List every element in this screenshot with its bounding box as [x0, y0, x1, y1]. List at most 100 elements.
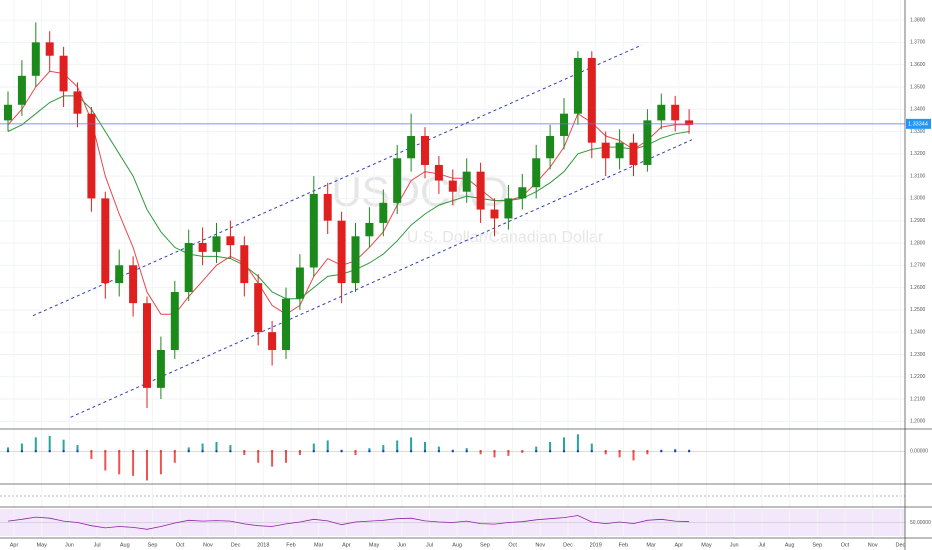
histogram-bar — [229, 445, 232, 452]
histogram-bar — [312, 443, 315, 452]
last-price-tag — [906, 118, 931, 129]
candle-body — [198, 242, 207, 252]
histogram-dot — [535, 450, 538, 453]
histogram-dot — [229, 450, 232, 453]
histogram-dot — [284, 450, 288, 453]
histogram-dot — [507, 450, 510, 453]
histogram-bar — [215, 442, 218, 452]
indicator-tick-label: 50.00000 — [910, 520, 931, 526]
x-tick-label: Jul — [426, 542, 433, 548]
y-tick-label: 1.3800 — [910, 17, 926, 23]
y-tick-label: 1.3500 — [910, 84, 926, 90]
candle-body — [323, 193, 332, 221]
candle-body — [407, 135, 416, 159]
x-tick-label: Oct — [176, 542, 185, 548]
candle-body — [587, 57, 596, 143]
histogram-bar — [465, 448, 468, 452]
x-tick-label: Feb — [286, 542, 295, 548]
histogram-bar — [646, 451, 649, 455]
candle-body — [240, 245, 249, 284]
histogram-bar — [604, 451, 607, 455]
x-tick-label: Oct — [508, 542, 517, 548]
candle-body — [295, 267, 304, 299]
histogram-dot — [243, 450, 246, 453]
histogram-bar — [576, 434, 579, 452]
x-tick-label: Jun — [730, 542, 739, 548]
histogram-bar — [173, 451, 176, 463]
histogram-dot — [215, 450, 218, 453]
histogram-dot — [660, 450, 663, 453]
histogram-dot — [604, 450, 607, 453]
y-tick-label: 1.2100 — [910, 396, 926, 402]
histogram-bar — [437, 446, 440, 452]
histogram-bar — [271, 451, 274, 467]
histogram-bar — [590, 443, 593, 452]
y-tick-label: 1.2900 — [910, 218, 926, 224]
histogram-dot — [187, 450, 190, 453]
histogram-bar — [76, 445, 79, 452]
x-tick-label: Jun — [397, 542, 406, 548]
candle-body — [462, 171, 471, 192]
histogram-bar — [326, 440, 329, 452]
x-tick-label: Nov — [868, 542, 878, 548]
candle-body — [365, 222, 374, 237]
y-tick-label: 1.2800 — [910, 240, 926, 246]
histogram-bar — [187, 447, 190, 452]
candle-body — [59, 55, 68, 92]
candle-body — [657, 104, 666, 121]
x-tick-label: 2019 — [590, 542, 602, 548]
histogram-dot — [479, 450, 482, 453]
candle-body — [532, 158, 541, 188]
histogram-dot — [131, 450, 135, 453]
x-tick-label: Apr — [675, 542, 684, 548]
candle-body — [671, 104, 680, 121]
histogram-dot — [521, 450, 524, 453]
candle-body — [337, 220, 346, 284]
x-tick-label: Aug — [785, 542, 795, 548]
candle-body — [560, 113, 568, 136]
histogram-dot — [423, 450, 427, 453]
histogram-bar — [34, 437, 37, 452]
y-tick-label: 1.2700 — [910, 263, 926, 269]
candle-body — [184, 242, 193, 293]
histogram-dot — [368, 450, 371, 453]
candle-body — [546, 135, 555, 159]
candle-body — [309, 193, 318, 268]
candle-body — [434, 164, 443, 181]
histogram-bar — [618, 451, 621, 458]
histogram-dot — [493, 450, 496, 453]
histogram-bar — [243, 451, 246, 456]
candle-body — [31, 42, 40, 76]
histogram-dot — [576, 450, 580, 453]
histogram-dot — [548, 450, 552, 453]
y-tick-label: 1.2500 — [910, 307, 926, 313]
histogram-dot — [340, 450, 343, 453]
candle-body — [393, 158, 402, 203]
histogram-dot — [409, 450, 413, 453]
candle-body — [73, 91, 82, 114]
x-tick-label: Nov — [203, 542, 213, 548]
histogram-dot — [465, 450, 468, 453]
x-tick-label: 2018 — [257, 542, 269, 548]
histogram-dot — [632, 450, 635, 453]
candle-body — [156, 349, 165, 388]
histogram-bar — [424, 442, 426, 452]
histogram-bar — [396, 440, 399, 452]
x-tick-label: May — [701, 542, 712, 548]
histogram-bar — [146, 451, 148, 481]
candle-body — [4, 104, 12, 121]
indicator-line — [7, 515, 690, 530]
histogram-bar — [368, 448, 371, 452]
histogram-bar — [549, 442, 552, 452]
histogram-dot — [48, 450, 51, 453]
candle-body — [448, 180, 457, 192]
x-tick-label: Aug — [452, 542, 462, 548]
watermark-subtitle: U.S. Dollar/Canadian Dollar — [407, 229, 604, 246]
x-tick-label: May — [369, 542, 380, 548]
last-price-label: 1.33344 — [908, 121, 928, 127]
histogram-dot — [201, 450, 204, 453]
y-tick-label: 1.2600 — [910, 285, 926, 291]
histogram-bar — [132, 451, 135, 476]
